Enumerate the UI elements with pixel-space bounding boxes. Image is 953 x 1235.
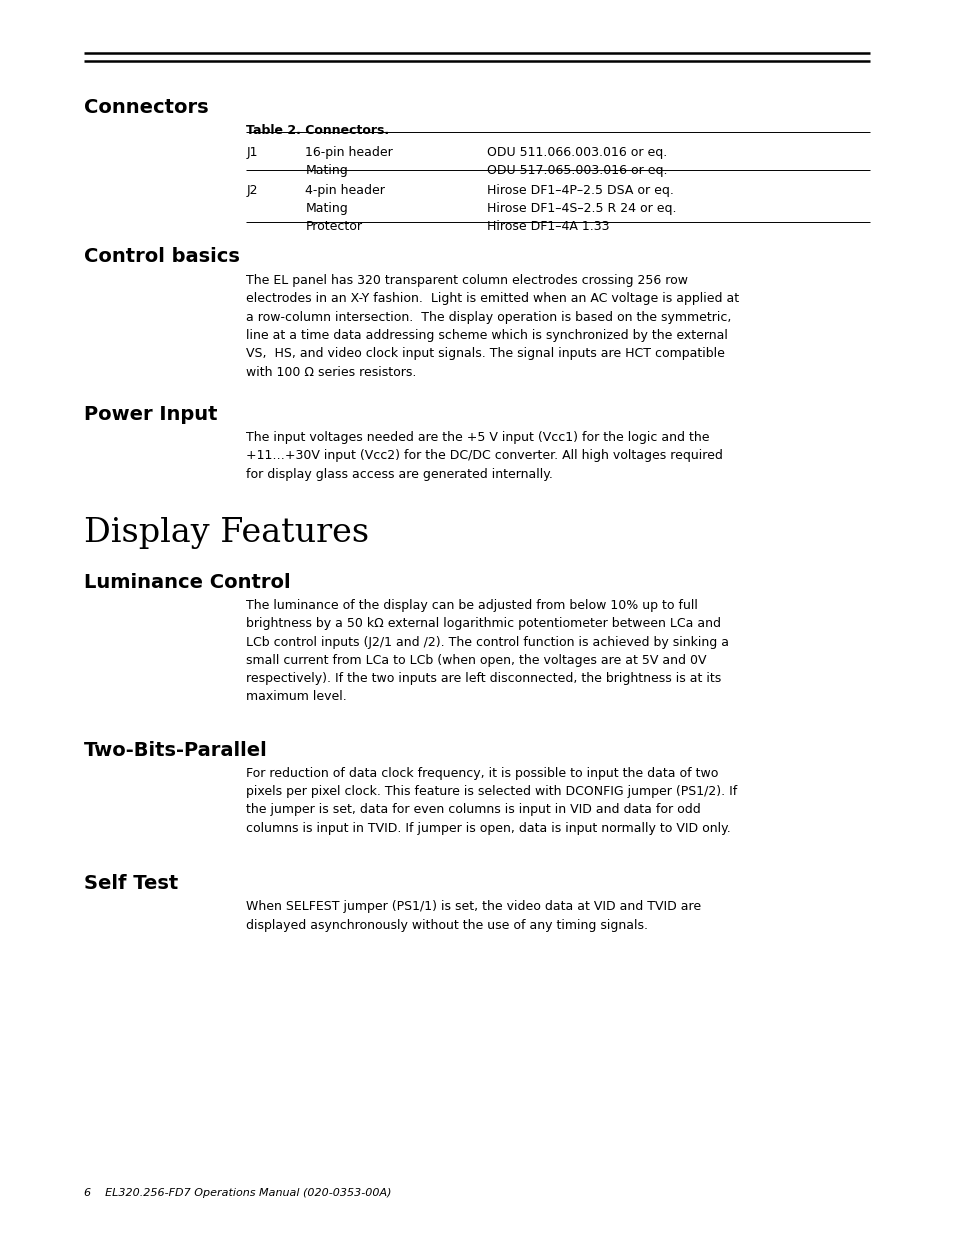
Text: When SELFEST jumper (PS1/1) is set, the video data at VID and TVID are: When SELFEST jumper (PS1/1) is set, the … (246, 900, 700, 914)
Text: Mating: Mating (305, 201, 348, 215)
Text: Luminance Control: Luminance Control (84, 573, 291, 592)
Text: For reduction of data clock frequency, it is possible to input the data of two: For reduction of data clock frequency, i… (246, 767, 718, 781)
Text: columns is input in TVID. If jumper is open, data is input normally to VID only.: columns is input in TVID. If jumper is o… (246, 821, 730, 835)
Text: respectively). If the two inputs are left disconnected, the brightness is at its: respectively). If the two inputs are lef… (246, 672, 720, 685)
Text: ODU 517.065.003.016 or eq.: ODU 517.065.003.016 or eq. (486, 164, 666, 177)
Text: LCb control inputs (J2/1 and /2). The control function is achieved by sinking a: LCb control inputs (J2/1 and /2). The co… (246, 636, 728, 648)
Text: small current from LCa to LCb (when open, the voltages are at 5V and 0V: small current from LCa to LCb (when open… (246, 653, 706, 667)
Text: a row-column intersection.  The display operation is based on the symmetric,: a row-column intersection. The display o… (246, 311, 731, 324)
Text: J1: J1 (246, 146, 257, 159)
Text: VS,  HS, and video clock input signals. The signal inputs are HCT compatible: VS, HS, and video clock input signals. T… (246, 347, 724, 361)
Text: +11…+30V input (Vcc2) for the DC/DC converter. All high voltages required: +11…+30V input (Vcc2) for the DC/DC conv… (246, 450, 722, 462)
Text: the jumper is set, data for even columns is input in VID and data for odd: the jumper is set, data for even columns… (246, 804, 700, 816)
Text: with 100 Ω series resistors.: with 100 Ω series resistors. (246, 366, 416, 379)
Text: for display glass access are generated internally.: for display glass access are generated i… (246, 468, 553, 480)
Text: Mating: Mating (305, 164, 348, 177)
Text: Display Features: Display Features (84, 517, 369, 550)
Text: J2: J2 (246, 184, 257, 198)
Text: 4-pin header: 4-pin header (305, 184, 385, 198)
Text: The luminance of the display can be adjusted from below 10% up to full: The luminance of the display can be adju… (246, 599, 698, 613)
Text: pixels per pixel clock. This feature is selected with DCONFIG jumper (PS1/2). If: pixels per pixel clock. This feature is … (246, 785, 737, 798)
Text: Hirose DF1–4A 1.33: Hirose DF1–4A 1.33 (486, 220, 608, 233)
Text: The input voltages needed are the +5 V input (Vcc1) for the logic and the: The input voltages needed are the +5 V i… (246, 431, 709, 445)
Text: Power Input: Power Input (84, 405, 217, 424)
Text: The EL panel has 320 transparent column electrodes crossing 256 row: The EL panel has 320 transparent column … (246, 274, 687, 288)
Text: electrodes in an X-Y fashion.  Light is emitted when an AC voltage is applied at: electrodes in an X-Y fashion. Light is e… (246, 293, 739, 305)
Text: 6    EL320.256-FD7 Operations Manual (020-0353-00A): 6 EL320.256-FD7 Operations Manual (020-0… (84, 1188, 391, 1198)
Text: Control basics: Control basics (84, 247, 239, 266)
Text: Two-Bits-Parallel: Two-Bits-Parallel (84, 741, 268, 760)
Text: line at a time data addressing scheme which is synchronized by the external: line at a time data addressing scheme wh… (246, 329, 727, 342)
Text: Table 2. Connectors.: Table 2. Connectors. (246, 124, 389, 137)
Text: ODU 511.066.003.016 or eq.: ODU 511.066.003.016 or eq. (486, 146, 666, 159)
Text: Self Test: Self Test (84, 874, 178, 893)
Text: maximum level.: maximum level. (246, 690, 347, 704)
Text: displayed asynchronously without the use of any timing signals.: displayed asynchronously without the use… (246, 919, 647, 931)
Text: Hirose DF1–4S–2.5 R 24 or eq.: Hirose DF1–4S–2.5 R 24 or eq. (486, 201, 676, 215)
Text: Connectors: Connectors (84, 98, 209, 116)
Text: 16-pin header: 16-pin header (305, 146, 393, 159)
Text: Hirose DF1–4P–2.5 DSA or eq.: Hirose DF1–4P–2.5 DSA or eq. (486, 184, 673, 198)
Text: Protector: Protector (305, 220, 362, 233)
Text: brightness by a 50 kΩ external logarithmic potentiometer between LCa and: brightness by a 50 kΩ external logarithm… (246, 618, 720, 630)
